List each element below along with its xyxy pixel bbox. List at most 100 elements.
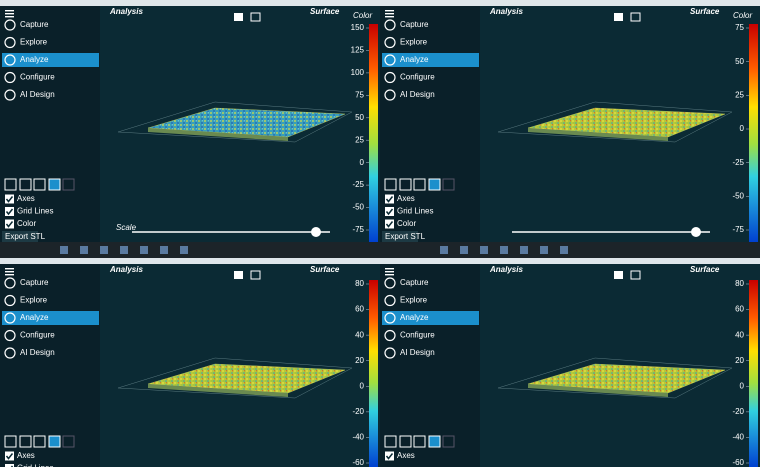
menu-item[interactable]: Capture [400, 278, 429, 287]
checkbox[interactable] [5, 451, 14, 461]
menu-icon[interactable] [385, 13, 394, 15]
tool-button[interactable] [33, 178, 46, 191]
colorbar-tick-label: -60 [352, 458, 364, 467]
colorbar-tick-label: 25 [355, 135, 364, 144]
slider-knob[interactable] [691, 227, 701, 237]
view-button[interactable] [234, 13, 243, 21]
taskbar-icon[interactable] [480, 246, 488, 254]
menu-icon[interactable] [385, 268, 394, 270]
taskbar-icon[interactable] [460, 246, 468, 254]
header: Analysis [489, 7, 523, 16]
menu-item[interactable]: Explore [20, 296, 48, 305]
menu-icon[interactable] [5, 13, 14, 15]
tool-button[interactable] [4, 178, 17, 191]
menu-item[interactable]: AI Design [400, 90, 435, 99]
taskbar-icon[interactable] [500, 246, 508, 254]
colorbar-tick-label: 80 [735, 279, 744, 288]
export-button[interactable] [2, 231, 38, 242]
taskbar-icon[interactable] [120, 246, 128, 254]
fullscreen-button[interactable] [630, 12, 641, 22]
menu-item[interactable]: Configure [20, 331, 55, 340]
checkbox[interactable] [5, 464, 14, 467]
menu-item[interactable]: Explore [400, 296, 428, 305]
tool-button[interactable] [19, 435, 32, 448]
taskbar-icon[interactable] [520, 246, 528, 254]
menu-item[interactable]: Capture [20, 20, 49, 29]
taskbar-icon[interactable] [180, 246, 188, 254]
title-bar [0, 258, 380, 264]
option-label: Axes [397, 451, 415, 460]
export-label: Export STL [5, 232, 46, 241]
tool-button[interactable] [399, 178, 412, 191]
taskbar-icon[interactable] [560, 246, 568, 254]
menu-icon[interactable] [5, 271, 14, 273]
menu-icon [4, 347, 16, 359]
menu-item[interactable]: Configure [400, 73, 435, 82]
tool-button[interactable] [384, 178, 397, 191]
menu-item[interactable]: Configure [400, 331, 435, 340]
taskbar-icon[interactable] [80, 246, 88, 254]
tool-button[interactable] [33, 435, 46, 448]
checkbox[interactable] [5, 219, 14, 229]
colorbar-tick-label: 60 [355, 305, 364, 314]
taskbar-icon[interactable] [60, 246, 68, 254]
taskbar-icon[interactable] [160, 246, 168, 254]
taskbar-icon[interactable] [440, 246, 448, 254]
checkbox[interactable] [385, 194, 394, 204]
view-button[interactable] [614, 13, 623, 21]
checkbox[interactable] [385, 207, 394, 216]
view-button[interactable] [614, 271, 623, 279]
menu-item[interactable]: Configure [20, 73, 55, 82]
taskbar-icon[interactable] [540, 246, 548, 254]
view-button[interactable] [234, 271, 243, 279]
taskbar-icon[interactable] [140, 246, 148, 254]
menu-icon[interactable] [385, 271, 394, 273]
tool-button[interactable] [62, 178, 75, 191]
colorbar-tick-label: 50 [735, 57, 744, 66]
menu-item[interactable]: Explore [20, 38, 48, 47]
menu-icon[interactable] [5, 16, 14, 18]
tool-button[interactable] [62, 435, 75, 448]
menu-item[interactable]: Capture [400, 20, 429, 29]
tool-button[interactable] [428, 435, 441, 448]
tool-button[interactable] [48, 178, 61, 191]
slider-knob[interactable] [311, 227, 321, 237]
menu-item[interactable]: Explore [400, 38, 428, 47]
menu-icon[interactable] [5, 274, 14, 276]
tool-button[interactable] [442, 178, 455, 191]
menu-item[interactable]: Analyze [400, 313, 429, 322]
menu-item[interactable]: Analyze [20, 313, 49, 322]
checkbox[interactable] [5, 207, 14, 216]
menu-item[interactable]: AI Design [400, 348, 435, 357]
export-button[interactable] [382, 231, 418, 242]
fullscreen-button[interactable] [250, 270, 261, 280]
checkbox[interactable] [385, 451, 394, 461]
menu-icon[interactable] [385, 16, 394, 18]
fullscreen-button[interactable] [630, 270, 641, 280]
menu-icon [4, 54, 16, 66]
menu-item[interactable]: AI Design [20, 348, 55, 357]
sidebar [0, 264, 100, 467]
checkbox[interactable] [5, 194, 14, 204]
fullscreen-button[interactable] [250, 12, 261, 22]
menu-icon[interactable] [385, 274, 394, 276]
menu-item[interactable]: AI Design [20, 90, 55, 99]
checkbox[interactable] [385, 219, 394, 229]
tool-button[interactable] [413, 178, 426, 191]
menu-item[interactable]: Capture [20, 278, 49, 287]
tool-button[interactable] [48, 435, 61, 448]
grid-plane [117, 357, 353, 399]
menu-item[interactable]: Analyze [400, 55, 429, 64]
menu-icon[interactable] [5, 268, 14, 270]
tool-button[interactable] [442, 435, 455, 448]
tool-button[interactable] [413, 435, 426, 448]
tool-button[interactable] [399, 435, 412, 448]
menu-icon[interactable] [385, 10, 394, 12]
menu-icon[interactable] [5, 10, 14, 12]
tool-button[interactable] [19, 178, 32, 191]
tool-button[interactable] [4, 435, 17, 448]
tool-button[interactable] [384, 435, 397, 448]
tool-button[interactable] [428, 178, 441, 191]
menu-item[interactable]: Analyze [20, 55, 49, 64]
taskbar-icon[interactable] [100, 246, 108, 254]
